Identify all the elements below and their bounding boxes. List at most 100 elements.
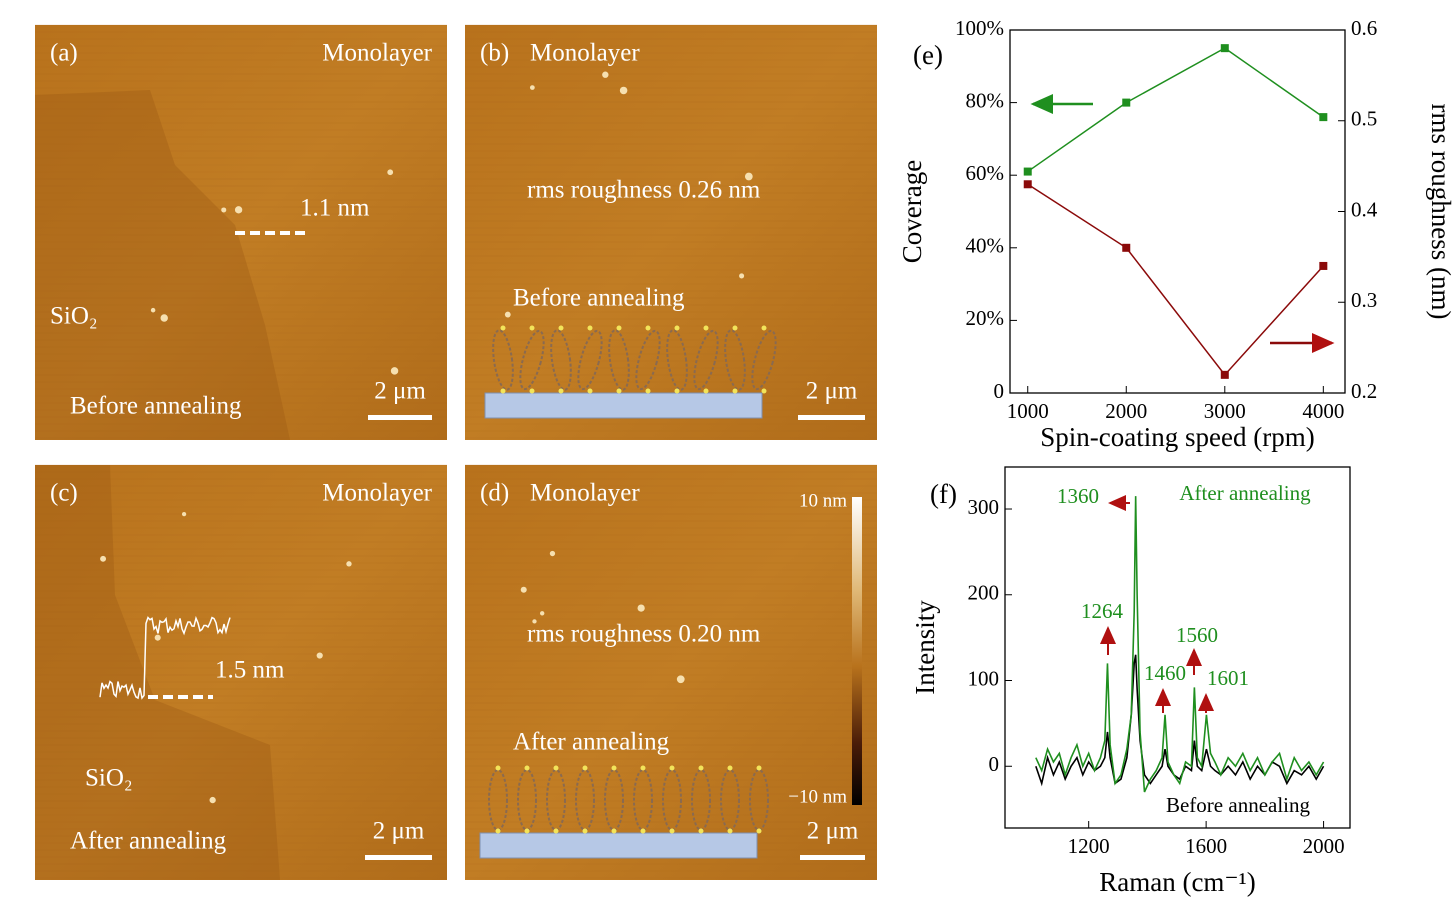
x-tick-label: 1600 <box>1185 834 1227 858</box>
molecule-end <box>582 828 588 834</box>
substrate-bar <box>484 392 763 419</box>
molecule-end <box>674 325 680 331</box>
scale-bar-label: 2 μm <box>373 818 425 845</box>
peak-label: 1601 <box>1207 666 1249 690</box>
molecule-end <box>553 828 559 834</box>
y-axis-label: Intensity <box>910 600 940 695</box>
molecule-end <box>587 388 593 394</box>
plot-frame <box>1004 466 1351 829</box>
substrate-label: SiO₂ <box>50 303 98 330</box>
molecule-end <box>611 828 617 834</box>
molecule-end <box>495 765 501 771</box>
molecule-end <box>558 388 564 394</box>
particle <box>150 307 156 313</box>
y-tick-label: 0 <box>994 379 1005 403</box>
condition: After annealing <box>513 729 670 756</box>
series-label: Before annealing <box>1166 793 1311 817</box>
layer-label: Monolayer <box>530 480 640 507</box>
molecule-end <box>645 325 651 331</box>
colorbar-min: −10 nm <box>788 786 847 807</box>
particle <box>619 86 628 95</box>
molecule <box>492 329 514 391</box>
molecule-end <box>640 765 646 771</box>
particle <box>346 561 352 567</box>
y-tick-label: 100 <box>968 666 1000 690</box>
step-height: 1.1 nm <box>300 195 370 222</box>
y-tick-label: 100% <box>955 16 1004 40</box>
particle <box>520 586 527 593</box>
panel-label: (e) <box>913 40 943 70</box>
molecule-end <box>732 325 738 331</box>
particle <box>637 604 645 612</box>
plot-frame <box>1009 29 1346 394</box>
particle <box>504 311 511 318</box>
scale-bar <box>365 855 432 860</box>
molecule-end <box>698 765 704 771</box>
y2-axis-label: rms roughness (nm) <box>1426 104 1455 320</box>
scale-bar <box>800 855 865 860</box>
condition: Before annealing <box>70 393 242 420</box>
molecule-end <box>558 325 564 331</box>
colorbar-max: 10 nm <box>799 490 847 511</box>
molecule <box>608 329 630 391</box>
molecule-end <box>529 388 535 394</box>
particle <box>549 550 556 557</box>
molecule-end <box>495 828 501 834</box>
afm-panel: (b) Monolayer rms roughness 0.26 nm Before … <box>465 24 877 440</box>
scale-bar-label: 2 μm <box>374 378 426 405</box>
x-tick-label: 2000 <box>1105 399 1147 423</box>
molecule-end <box>616 388 622 394</box>
afm-image <box>465 25 877 440</box>
afm-image <box>465 465 877 880</box>
molecule <box>693 329 719 391</box>
afm-panel: (c) Monolayer 1.5 nm SiO₂ After annealing 2 μ… <box>35 464 447 880</box>
molecule-end <box>761 325 767 331</box>
molecule-end <box>698 828 704 834</box>
particle <box>529 85 535 90</box>
molecule-end <box>727 765 733 771</box>
x-tick-label: 2000 <box>1303 834 1345 858</box>
x-axis-label: Raman (cm⁻¹) <box>1099 867 1256 897</box>
molecule-end <box>703 388 709 394</box>
molecule-end <box>524 828 530 834</box>
substrate-region <box>35 465 280 880</box>
layer-label: Monolayer <box>322 480 432 507</box>
afm-panel: (a) Monolayer 1.1 nm SiO₂ Before annealing 2 … <box>35 24 447 440</box>
molecule-end <box>669 765 675 771</box>
molecule-end <box>611 765 617 771</box>
molecule-end <box>524 765 530 771</box>
scale-bar-label: 2 μm <box>806 378 858 405</box>
point <box>1220 370 1229 379</box>
particle <box>532 619 537 624</box>
molecule-end <box>553 765 559 771</box>
molecule-end <box>756 828 762 834</box>
molecule <box>550 329 572 391</box>
molecule-end <box>529 325 535 331</box>
y-tick-label: 40% <box>966 234 1005 258</box>
particle <box>602 71 609 78</box>
particle <box>160 314 168 322</box>
substrate-region <box>35 90 290 440</box>
afm-panel: (d) Monolayer rms roughness 0.20 nm After a… <box>465 464 877 880</box>
y2-tick-label: 0.6 <box>1351 16 1377 40</box>
particle <box>234 206 243 214</box>
particle <box>739 273 745 279</box>
particle <box>390 367 399 375</box>
point <box>1319 113 1328 122</box>
roughness: rms roughness 0.26 nm <box>527 177 761 204</box>
x-axis-label: Spin-coating speed (rpm) <box>1040 422 1314 452</box>
y-tick-label: 300 <box>968 495 1000 519</box>
particle <box>539 611 545 616</box>
y2-tick-label: 0.3 <box>1351 288 1377 312</box>
panel-label: (f) <box>930 479 957 509</box>
point <box>1023 167 1032 176</box>
molecule <box>519 329 545 391</box>
series-line <box>1027 47 1324 173</box>
molecule <box>666 329 688 391</box>
molecule-end <box>500 388 506 394</box>
y-tick-label: 200 <box>968 581 1000 605</box>
point <box>1122 243 1131 252</box>
molecule-end <box>727 828 733 834</box>
particle <box>181 511 187 517</box>
